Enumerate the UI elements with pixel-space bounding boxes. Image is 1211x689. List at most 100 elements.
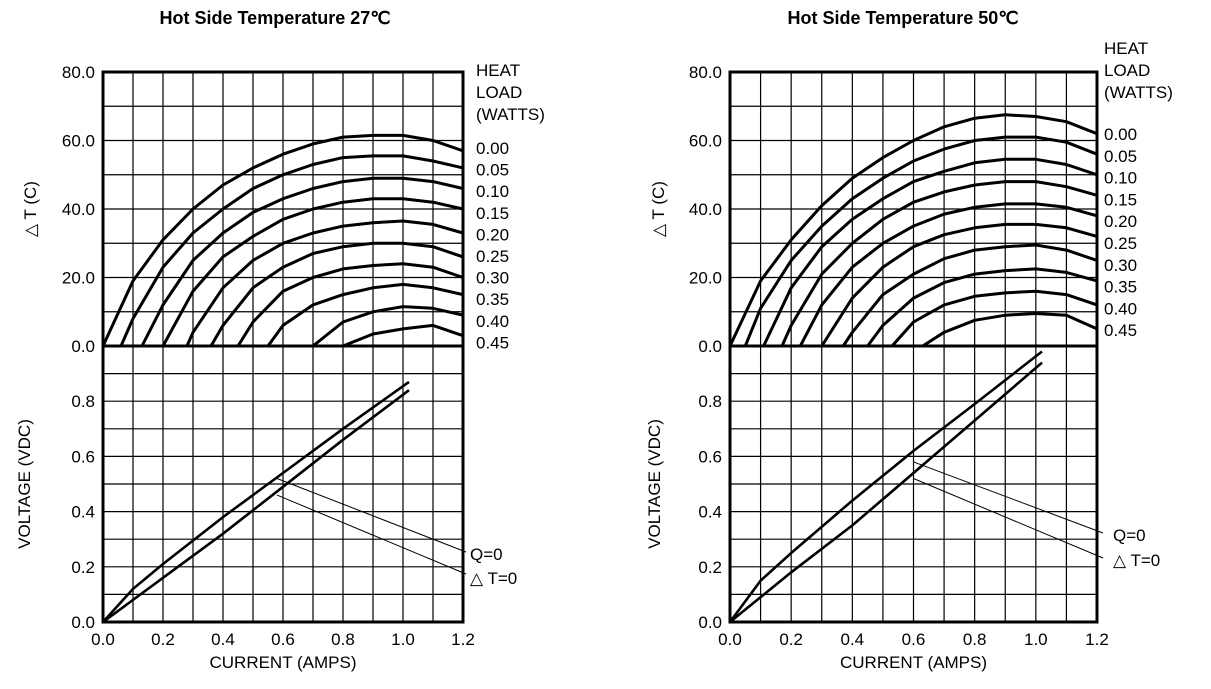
series-line-heat-load-0.10 xyxy=(140,176,464,347)
y-tick-label: 0.8 xyxy=(71,392,95,411)
x-tick-label: 0.0 xyxy=(718,630,742,649)
legend-entry-heat-load: 0.25 xyxy=(476,247,509,266)
series-line-heat-load-0.45 xyxy=(342,323,464,348)
series-line-heat-load-0.00 xyxy=(101,133,464,347)
y-axis-label-delta-t: △ T (C) xyxy=(649,181,668,237)
series-line-dt0 xyxy=(729,361,1043,624)
x-tick-label: 0.4 xyxy=(211,630,235,649)
legend-title: LOAD xyxy=(1104,61,1150,80)
x-tick-label: 0.8 xyxy=(331,630,355,649)
legend-entry-heat-load: 0.40 xyxy=(1104,299,1137,318)
voltage-panel-frame xyxy=(728,344,1099,624)
chart-title: Hot Side Temperature 27℃ xyxy=(160,8,391,28)
voltage-series xyxy=(102,380,410,624)
x-tick-label: 1.0 xyxy=(1024,630,1048,649)
y-tick-label: 40.0 xyxy=(62,200,95,219)
legend-leader-line xyxy=(913,461,1104,534)
series-line-heat-load-0.05 xyxy=(743,135,1098,347)
series-line-heat-load-0.40 xyxy=(312,305,464,348)
x-tick-label: 0.2 xyxy=(151,630,175,649)
x-tick-label: 1.2 xyxy=(451,630,475,649)
x-tick-label: 0.4 xyxy=(841,630,865,649)
y-tick-label: 0.8 xyxy=(698,392,722,411)
legend-entry: Q=0 xyxy=(1113,526,1146,545)
y-tick-label: 0.0 xyxy=(71,613,95,632)
voltage-series xyxy=(728,350,1043,624)
y-tick-label: 0.4 xyxy=(698,503,722,522)
legend-title: LOAD xyxy=(476,83,522,102)
legend-entry-heat-load: 0.45 xyxy=(476,333,509,352)
legend-entry: Q=0 xyxy=(470,545,503,564)
y-axis-label-delta-t: △ T (C) xyxy=(21,181,40,237)
legend-entry-heat-load: 0.25 xyxy=(1104,234,1137,253)
legend-title: (WATTS) xyxy=(476,105,545,124)
series-line-heat-load-0.00 xyxy=(728,113,1098,347)
chart-title: Hot Side Temperature 50℃ xyxy=(788,8,1019,28)
legend-entry: △ T=0 xyxy=(1113,551,1160,570)
y-tick-label: 80.0 xyxy=(62,63,95,82)
series-line-heat-load-0.25 xyxy=(820,222,1098,347)
y-tick-label: 60.0 xyxy=(62,132,95,151)
y-axis-label-voltage: VOLTAGE (VDC) xyxy=(15,419,34,549)
legend-title: (WATTS) xyxy=(1104,83,1173,102)
y-tick-label: 80.0 xyxy=(689,63,722,82)
y-axis-label-voltage: VOLTAGE (VDC) xyxy=(645,419,664,549)
series-line-dt0 xyxy=(102,389,410,624)
chart-1: Hot Side Temperature 27℃ Q=0 △ T=0 0.0 0.2 0.… xyxy=(15,8,545,672)
legend-entry-heat-load: 0.00 xyxy=(1104,125,1137,144)
x-tick-label: 0.6 xyxy=(902,630,926,649)
y-tick-label: 0.6 xyxy=(698,447,722,466)
series-line-heat-load-0.35 xyxy=(866,267,1098,347)
series-line-heat-load-0.20 xyxy=(185,219,464,347)
legend-entry-heat-load: 0.05 xyxy=(1104,147,1137,166)
legend-entry-heat-load: 0.30 xyxy=(476,269,509,288)
y-tick-label: 60.0 xyxy=(689,132,722,151)
legend-title: HEAT xyxy=(476,61,520,80)
series-line-heat-load-0.25 xyxy=(209,241,464,347)
legend-entry-heat-load: 0.20 xyxy=(1104,212,1137,231)
series-line-heat-load-0.05 xyxy=(119,154,464,347)
legend-leader-line xyxy=(276,478,467,553)
legend-entry-heat-load: 0.40 xyxy=(476,312,509,331)
voltage-panel-frame xyxy=(101,344,465,624)
legend-entry-heat-load: 0.35 xyxy=(476,290,509,309)
series-line-heat-load-0.15 xyxy=(161,197,464,347)
legend-entry-heat-load: 0.15 xyxy=(1104,190,1137,209)
y-tick-label: 0.0 xyxy=(698,613,722,632)
chart-2: Hot Side Temperature 50℃ Q=0 △ T=0 0.0 0.2 0.… xyxy=(645,8,1173,672)
y-tick-label: 20.0 xyxy=(689,269,722,288)
x-tick-label: 0.6 xyxy=(271,630,295,649)
series-line-heat-load-0.10 xyxy=(762,157,1098,347)
legend-entry-heat-load: 0.45 xyxy=(1104,321,1137,340)
series-line-heat-load-0.20 xyxy=(798,202,1098,347)
series-line-q0 xyxy=(102,380,410,623)
series-line-heat-load-0.15 xyxy=(780,180,1098,347)
x-tick-label: 0.2 xyxy=(779,630,803,649)
legend-entry-heat-load: 0.15 xyxy=(476,204,509,223)
legend-entry-heat-load: 0.10 xyxy=(1104,169,1137,188)
series-line-heat-load-0.45 xyxy=(921,312,1098,348)
legend-entry: △ T=0 xyxy=(470,569,517,588)
legend-leader-line xyxy=(913,478,1104,559)
x-tick-label: 1.2 xyxy=(1085,630,1109,649)
y-tick-label: 0.2 xyxy=(698,558,722,577)
legend-leader-line xyxy=(276,494,467,575)
series-line-heat-load-0.35 xyxy=(266,282,464,347)
x-tick-label: 1.0 xyxy=(391,630,415,649)
y-tick-label: 0.0 xyxy=(71,337,95,356)
legend-entry-heat-load: 0.20 xyxy=(476,225,509,244)
y-tick-label: 0.6 xyxy=(71,447,95,466)
x-axis-label: CURRENT (AMPS) xyxy=(840,653,987,672)
legend-entry-heat-load: 0.00 xyxy=(476,139,509,158)
y-tick-label: 0.4 xyxy=(71,503,95,522)
x-tick-label: 0.0 xyxy=(91,630,115,649)
legend-entry-heat-load: 0.35 xyxy=(1104,278,1137,297)
series-line-heat-load-0.30 xyxy=(236,262,464,347)
x-tick-label: 0.8 xyxy=(963,630,987,649)
legend-entry-heat-load: 0.10 xyxy=(476,182,509,201)
series-line-q0 xyxy=(728,350,1043,623)
series-line-heat-load-0.30 xyxy=(841,243,1098,347)
series-line-heat-load-0.40 xyxy=(890,289,1098,347)
legend-entry-heat-load: 0.05 xyxy=(476,161,509,180)
